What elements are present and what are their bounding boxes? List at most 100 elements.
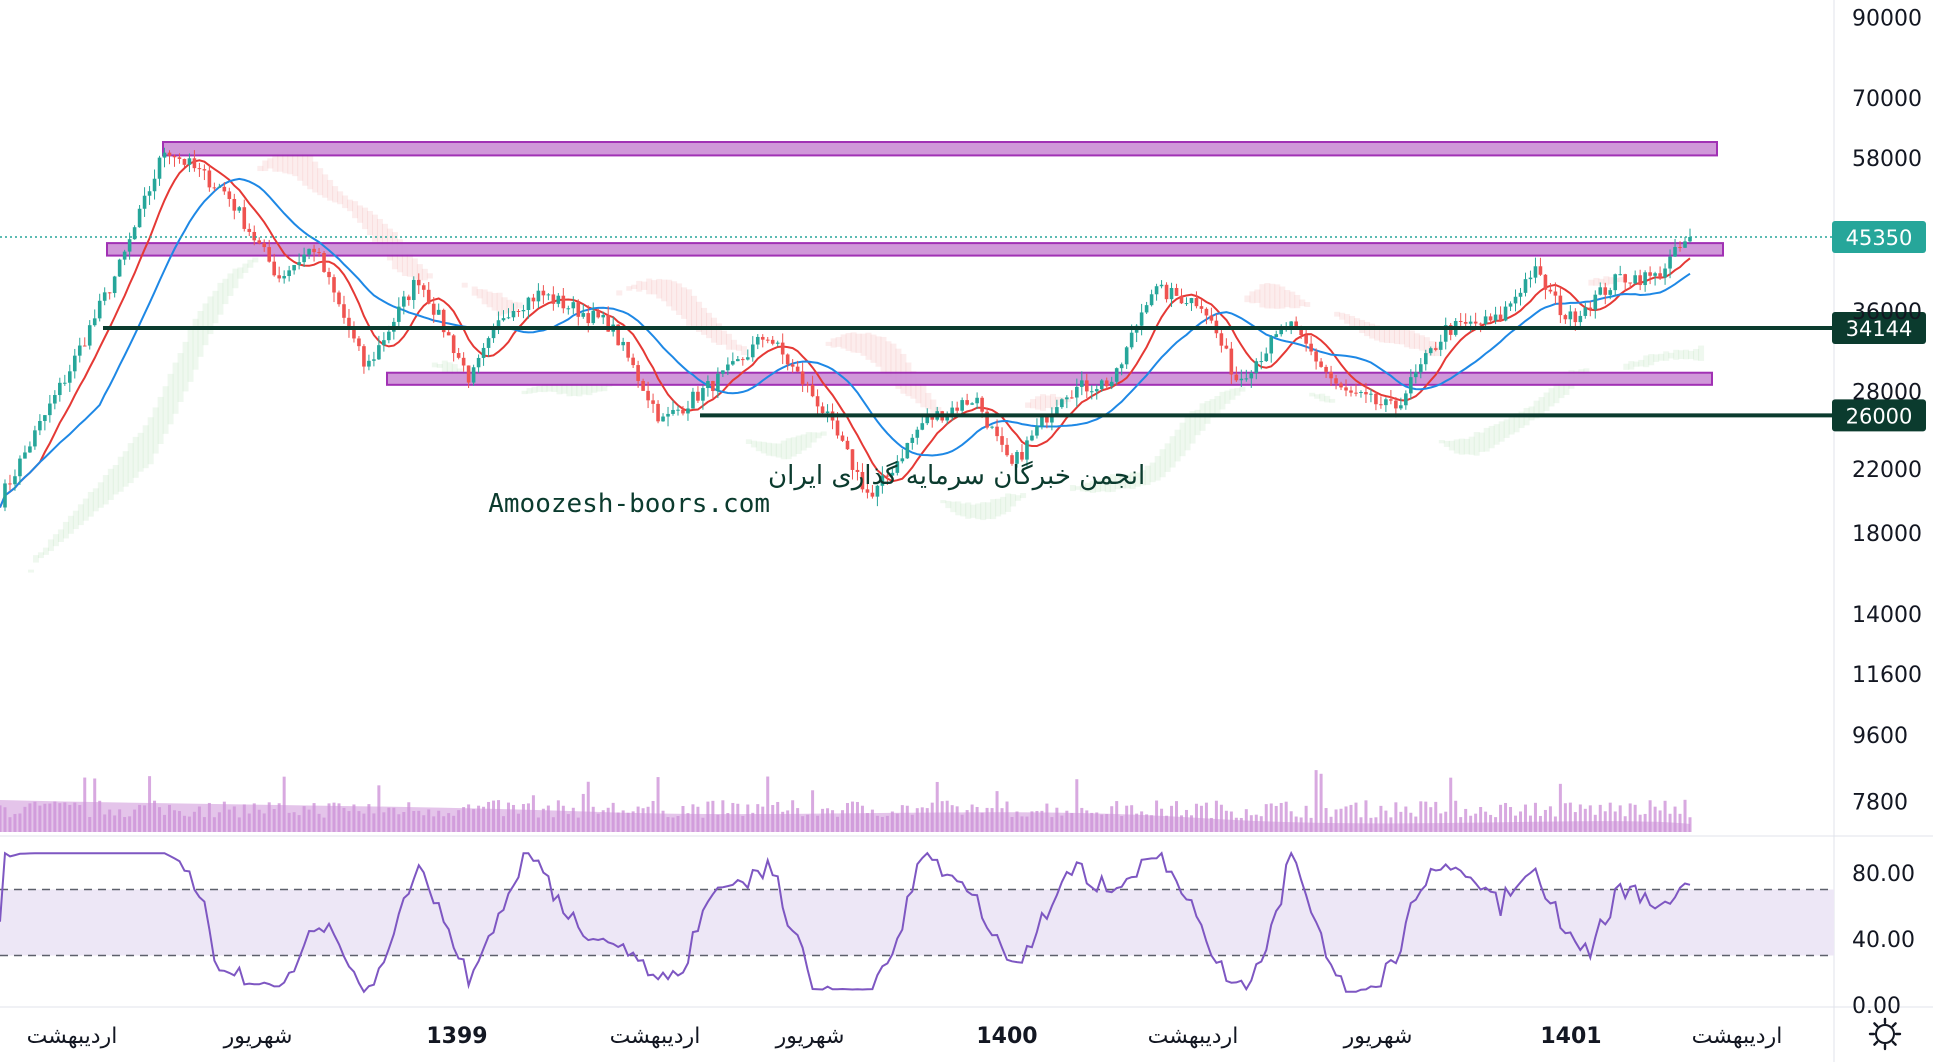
- horizontal-levels[interactable]: 34144 26000 45350: [0, 221, 1926, 432]
- candle-body: [1648, 272, 1652, 276]
- cloud-segment: [1284, 289, 1291, 308]
- candle-body: [765, 339, 770, 341]
- candle-body: [322, 253, 326, 272]
- volume-bar: [1304, 805, 1308, 832]
- candle-body: [87, 325, 92, 346]
- cloud-segment: [202, 303, 209, 346]
- volume-bar: [1399, 811, 1403, 832]
- candle-body: [491, 327, 496, 339]
- cloud-segment: [875, 336, 882, 367]
- cloud-segment: [337, 191, 344, 205]
- candle-body: [885, 475, 890, 477]
- candle-body: [157, 157, 162, 179]
- volume-bar: [1264, 804, 1268, 832]
- candle-body: [1493, 314, 1498, 321]
- cloud-segment: [691, 295, 698, 329]
- candle-body: [102, 292, 107, 301]
- cloud-segment: [671, 281, 678, 311]
- candle-body: [780, 342, 785, 355]
- cloud-segment: [347, 199, 354, 212]
- time-tick-label: 1400: [976, 1024, 1037, 1049]
- candle-body: [506, 317, 511, 319]
- candle-body: [367, 360, 371, 367]
- candle-body: [13, 476, 17, 485]
- candle-body: [586, 313, 591, 324]
- cloud-segment: [720, 330, 727, 345]
- candle-body: [481, 347, 486, 358]
- candle-body: [461, 357, 466, 366]
- cloud-segment: [1269, 283, 1276, 309]
- cloud-segment: [541, 384, 548, 393]
- candle-body: [1409, 377, 1413, 394]
- cloud-segment: [1658, 353, 1665, 361]
- candle-body: [965, 400, 969, 405]
- candle-body: [372, 359, 376, 361]
- candle-body: [1114, 368, 1119, 382]
- cloud-segment: [591, 383, 598, 393]
- cloud-segment: [940, 500, 947, 504]
- cloud-segment: [142, 425, 149, 469]
- candle-body: [755, 336, 760, 345]
- time-axis[interactable]: اردیبهشت شهریور 1399 اردیبهشت شهریور 1400 اردی…: [27, 1024, 1783, 1049]
- candle-body: [1428, 348, 1433, 354]
- candle-body: [167, 152, 172, 156]
- candle-body: [1478, 323, 1483, 325]
- candle-body: [1394, 400, 1398, 409]
- candle-body: [247, 228, 252, 232]
- cloud-segment: [1129, 472, 1136, 490]
- candle-body: [227, 191, 232, 199]
- price-tick-label: 70000: [1852, 87, 1922, 112]
- candle-body: [122, 251, 127, 260]
- cloud-segment: [501, 297, 508, 315]
- candle-body: [1433, 348, 1438, 350]
- cloud-segment: [1279, 286, 1286, 309]
- cloud-segment: [1349, 315, 1356, 327]
- candle-body: [1404, 393, 1408, 406]
- candle-body: [1423, 353, 1428, 365]
- cloud-segment: [1503, 419, 1510, 438]
- price-axis[interactable]: 90000 70000 58000 36000 28000 22000 18000 14000…: [1852, 6, 1922, 815]
- candle-body: [626, 341, 630, 358]
- cloud-segment: [556, 381, 563, 395]
- candle-body: [82, 345, 87, 347]
- candle-body: [1568, 311, 1573, 320]
- candle-body: [1473, 321, 1478, 324]
- candle-body: [1339, 383, 1343, 388]
- candle-body: [880, 475, 885, 486]
- candle-body: [706, 381, 710, 389]
- volume-bar: [1628, 803, 1632, 832]
- candle-body: [237, 207, 242, 211]
- cloud-segment: [960, 503, 967, 517]
- candle-body: [691, 391, 695, 409]
- candle-body: [1623, 274, 1627, 283]
- cloud-segment: [945, 500, 952, 509]
- cloud-segment: [710, 317, 717, 343]
- volume-bar: [1424, 801, 1428, 832]
- candle-body: [272, 261, 276, 276]
- cloud-segment: [1189, 411, 1196, 444]
- candle-body: [716, 373, 720, 392]
- candle-body: [217, 186, 222, 188]
- candle-body: [1618, 274, 1623, 276]
- time-tick-label: شهریور: [1343, 1024, 1413, 1049]
- cloud-segment: [227, 273, 234, 296]
- volume-bar: [1269, 803, 1273, 832]
- cloud-segment: [511, 301, 518, 312]
- candle-body: [197, 168, 202, 170]
- candle-body: [1075, 386, 1079, 398]
- cloud-segment: [147, 417, 154, 465]
- gear-icon[interactable]: [1868, 1017, 1902, 1051]
- candle-body: [960, 400, 964, 411]
- candle-body: [397, 306, 401, 322]
- volume-bar: [1284, 801, 1288, 832]
- candle-body: [72, 355, 77, 372]
- cloud-segment: [616, 290, 623, 296]
- cloud-segment: [486, 291, 493, 308]
- cloud-segment: [426, 273, 433, 279]
- volume-bar: [1379, 805, 1383, 832]
- candle-body: [1234, 374, 1239, 381]
- candle-body: [332, 277, 336, 293]
- candle-body: [910, 437, 915, 443]
- candle-body: [621, 341, 625, 346]
